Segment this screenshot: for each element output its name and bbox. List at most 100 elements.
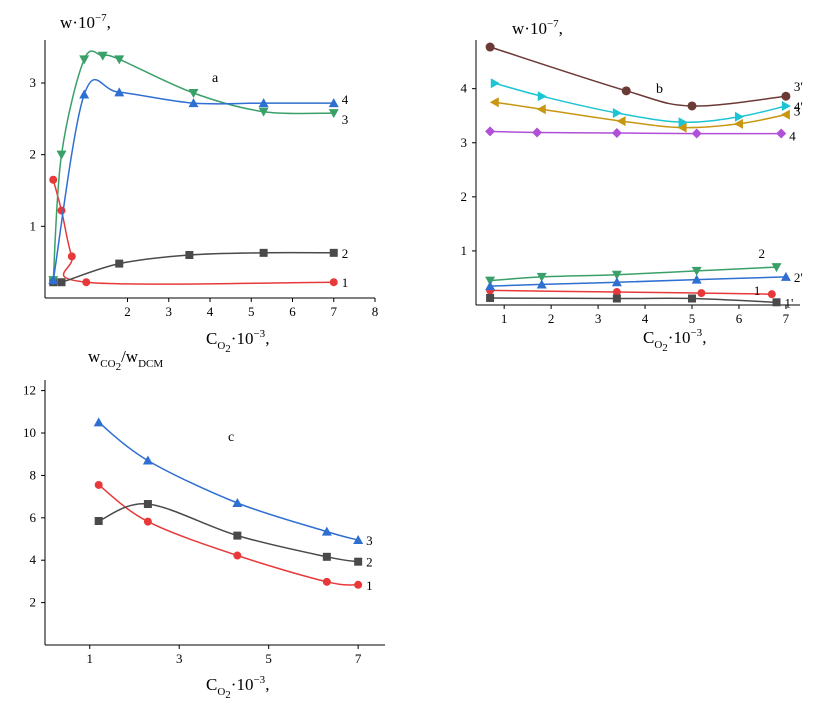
x-tick-label: 5: [689, 311, 696, 326]
panel-a-ylabel: w·10−7,: [60, 12, 111, 32]
x-tick-label: 7: [331, 304, 338, 319]
data-point-series-1: [49, 175, 58, 184]
data-point-series-4': [781, 100, 791, 111]
data-point-series-1: [329, 278, 338, 287]
x-tick-label: 6: [736, 311, 743, 326]
data-point-series-3: [56, 150, 67, 160]
data-point-series-2: [536, 272, 547, 282]
series-label-1: 1: [754, 283, 761, 298]
data-point-series-1': [486, 293, 495, 302]
series-line-3: [52, 50, 334, 281]
y-tick-label: 1: [461, 243, 468, 258]
x-tick-label: 2: [124, 304, 131, 319]
data-point-series-1': [772, 298, 781, 307]
series-line-4: [52, 78, 334, 281]
data-point-series-2: [329, 248, 338, 257]
x-tick-label: 6: [289, 304, 296, 319]
series-line-1: [52, 179, 334, 285]
panel-a-xlabel: CO2·10−3,: [206, 328, 269, 355]
series-label-3: 3: [366, 533, 373, 548]
panel-b-xlabel: CO2·10−3,: [643, 327, 706, 354]
x-tick-label: 3: [176, 651, 183, 666]
panel-b-letter: b: [656, 82, 663, 97]
series-line-2: [52, 251, 334, 285]
x-tick-label: 3: [595, 311, 602, 326]
series-label-4: 4: [789, 129, 796, 144]
data-point-series-3': [621, 86, 631, 96]
x-tick-label: 7: [355, 651, 362, 666]
x-tick-label: 8: [372, 304, 379, 319]
data-point-series-3: [780, 109, 790, 120]
data-point-series-3: [353, 535, 364, 545]
series-label-4: 4: [342, 92, 349, 107]
data-point-series-3: [733, 118, 743, 129]
x-tick-label: 1: [501, 311, 508, 326]
data-point-series-1: [354, 580, 363, 589]
data-point-series-4: [114, 87, 125, 97]
y-tick-label: 2: [461, 189, 468, 204]
x-tick-label: 4: [642, 311, 649, 326]
data-point-series-2: [94, 516, 103, 525]
data-point-series-1': [688, 294, 696, 303]
data-point-series-4: [328, 98, 339, 108]
data-point-series-3': [687, 101, 697, 111]
data-point-series-4: [188, 98, 199, 108]
data-point-series-3: [93, 417, 104, 427]
data-point-series-3': [485, 42, 495, 52]
data-point-series-4': [734, 111, 744, 122]
data-point-series-3: [328, 109, 339, 119]
x-tick-label: 7: [783, 311, 790, 326]
data-point-series-2': [485, 281, 496, 291]
panel-b: b w·10−7, CO2·10−3, 1 2 3 4 5 6 7 1 2 3 4 1 1' 2 2' 3 3'…: [461, 18, 803, 354]
panel-c-letter: c: [228, 430, 234, 445]
y-tick-label: 1: [30, 218, 37, 233]
series-label-3: 3: [794, 104, 801, 119]
series-line-1': [490, 297, 777, 304]
y-tick-label: 2: [30, 595, 37, 610]
data-point-series-4': [490, 78, 500, 89]
data-point-series-2: [611, 270, 622, 280]
y-tick-label: 4: [30, 552, 37, 567]
panel-a: a w·10−7, CO2·10−3, 2 3 4 5 6 7 8 1 2 3 1 2 3 4: [30, 12, 379, 355]
series-line-2': [490, 276, 786, 287]
data-point-series-4: [258, 98, 269, 108]
data-point-series-1: [767, 290, 776, 299]
data-point-series-3: [489, 97, 499, 108]
data-point-series-2: [691, 266, 702, 276]
x-tick-label: 5: [248, 304, 255, 319]
data-point-series-3: [321, 526, 332, 536]
data-point-series-4: [611, 128, 622, 139]
data-point-series-1: [697, 289, 706, 298]
y-tick-label: 3: [461, 135, 468, 150]
data-point-series-1: [67, 252, 76, 261]
data-point-series-2': [780, 271, 791, 281]
data-point-series-4: [776, 128, 787, 139]
series-label-1: 1: [366, 578, 373, 593]
data-point-series-1: [94, 480, 103, 489]
y-tick-label: 2: [30, 147, 37, 162]
panel-c-xlabel: CO2·10−3,: [206, 674, 269, 701]
y-tick-label: 6: [30, 510, 37, 525]
y-tick-label: 10: [23, 425, 36, 440]
data-point-series-4: [485, 126, 496, 137]
series-label-3': 3': [794, 79, 803, 94]
data-point-series-4': [678, 117, 688, 128]
data-point-series-2: [233, 531, 242, 540]
data-point-series-1': [612, 294, 621, 303]
series-line-1: [490, 289, 772, 295]
series-label-1': 1': [785, 295, 794, 310]
data-point-series-2: [115, 259, 124, 268]
data-point-series-3: [258, 107, 269, 117]
panel-b-ylabel: w·10−7,: [512, 18, 563, 38]
data-point-series-2: [259, 248, 268, 257]
series-label-2: 2: [342, 246, 349, 261]
data-point-series-3: [97, 51, 108, 61]
data-point-series-4: [532, 127, 543, 138]
series-label-2': 2': [794, 270, 803, 285]
data-point-series-1: [82, 278, 91, 287]
series-label-2: 2: [366, 555, 373, 570]
series-label-2: 2: [759, 246, 766, 261]
data-point-series-3: [188, 89, 199, 99]
